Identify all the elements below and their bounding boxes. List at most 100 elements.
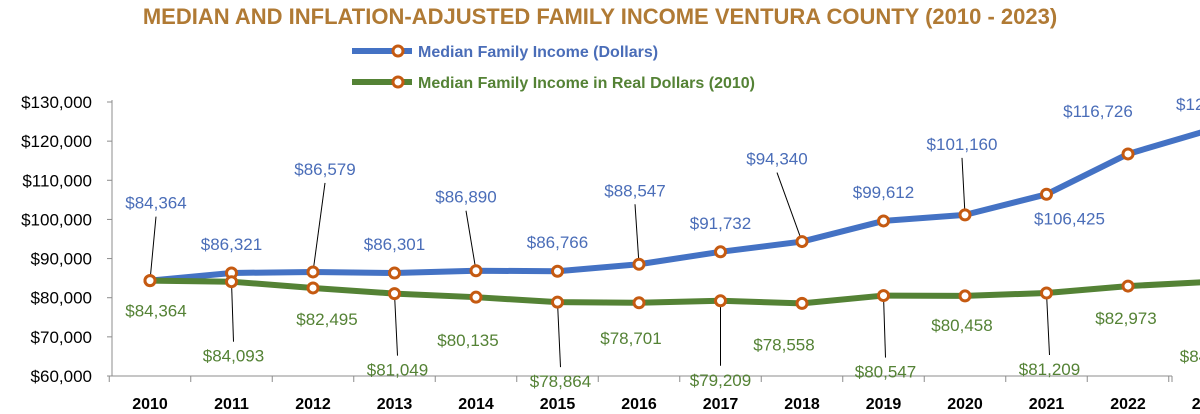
legend-label-real: Median Family Income in Real Dollars (20…	[418, 75, 755, 92]
data-label: $82,495	[296, 310, 357, 329]
data-label: $91,732	[690, 214, 751, 233]
data-label-leader	[961, 157, 966, 215]
data-label-leader	[231, 281, 234, 342]
x-tick-label: 2017	[703, 396, 739, 413]
x-tick-label: 2011	[214, 396, 249, 413]
data-point	[469, 264, 483, 278]
x-tick-label: 2021	[1029, 396, 1065, 413]
legend: Median Family Income (Dollars) Median Fa…	[352, 44, 755, 92]
x-tick-label: 2019	[866, 396, 902, 413]
y-axis: $60,000 $70,000 $80,000 $90,000 $100,000 $110…	[21, 93, 113, 386]
data-label: $84,093	[203, 347, 264, 366]
y-tick-label: $100,000	[21, 210, 92, 229]
data-point	[714, 245, 727, 259]
data-label: $82,973	[1095, 309, 1156, 328]
x-tick-label: 2015	[540, 396, 576, 413]
data-label: $86,579	[294, 160, 355, 179]
data-point	[714, 294, 727, 308]
data-point	[632, 296, 646, 310]
series-median-family-income-real: $84,364 $84,093 $82,495 $81,049 $80,135 $78,8…	[125, 274, 1200, 391]
data-label: $122,868	[1176, 95, 1200, 114]
series-line	[147, 129, 1200, 284]
y-tick-label: $70,000	[31, 328, 92, 347]
data-label-leader	[149, 216, 157, 281]
data-label-leader	[394, 293, 398, 356]
data-label-leader	[1046, 292, 1050, 356]
data-label-leader	[465, 210, 477, 271]
y-tick-label: $120,000	[21, 132, 92, 151]
series-line	[147, 277, 1200, 307]
data-point	[1040, 187, 1053, 201]
data-label: $84,030	[1180, 347, 1200, 366]
chart-title: MEDIAN AND INFLATION-ADJUSTED FAMILY INC…	[143, 4, 1057, 29]
data-point	[469, 290, 483, 304]
data-point	[958, 208, 972, 222]
data-label: $81,049	[367, 361, 428, 380]
data-point	[795, 235, 809, 249]
data-point	[877, 214, 890, 228]
series-median-family-income: $84,364 $86,321 $86,579 $86,301 $86,890 $86,7…	[125, 95, 1200, 288]
x-tick-label: 2013	[377, 396, 413, 413]
data-label-leader	[883, 295, 886, 358]
data-point	[551, 264, 564, 278]
data-point	[143, 274, 157, 288]
data-label-leader	[634, 204, 640, 265]
data-label: $86,301	[364, 235, 425, 254]
data-point	[877, 289, 890, 303]
x-tick-label: 2023	[1192, 396, 1200, 413]
x-tick-label: 2016	[621, 396, 657, 413]
y-tick-label: $80,000	[31, 289, 92, 308]
data-point	[551, 295, 564, 309]
data-label: $86,321	[201, 235, 262, 254]
data-point	[632, 257, 646, 271]
data-point	[795, 296, 809, 310]
data-label: $88,547	[604, 181, 665, 200]
y-tick-label: $110,000	[22, 171, 92, 190]
y-tick-label: $130,000	[21, 93, 92, 112]
data-label-leader	[776, 172, 803, 242]
data-label-leader	[557, 302, 561, 368]
data-label: $78,558	[753, 335, 814, 354]
data-label: $80,458	[931, 316, 992, 335]
legend-item-median: Median Family Income (Dollars)	[352, 44, 658, 61]
x-tick-label: 2012	[295, 396, 331, 413]
data-point	[1121, 147, 1135, 161]
legend-marker-real	[391, 75, 405, 89]
y-tick-label: $90,000	[31, 250, 92, 269]
data-label: $79,209	[690, 371, 751, 390]
x-tick-label: 2018	[784, 396, 820, 413]
data-point	[1040, 286, 1053, 300]
x-tick-label: 2010	[132, 396, 168, 413]
data-label: $78,701	[600, 329, 661, 348]
legend-item-real: Median Family Income in Real Dollars (20…	[352, 75, 755, 92]
data-label: $106,425	[1034, 209, 1105, 228]
data-label: $84,364	[125, 194, 186, 213]
data-label: $78,864	[530, 372, 591, 391]
data-label: $86,766	[527, 233, 588, 252]
legend-marker-median	[391, 44, 405, 58]
data-label: $80,547	[855, 363, 916, 382]
x-tick-label: 2014	[458, 396, 494, 413]
data-label: $80,135	[437, 331, 498, 350]
data-point	[388, 266, 401, 280]
x-axis: 2010 2011 2012 2013 2014 2015 2016 2017 2018 2019…	[108, 375, 1200, 413]
data-label: $81,209	[1019, 360, 1080, 379]
data-label: $116,726	[1063, 102, 1133, 121]
x-tick-label: 2020	[947, 396, 983, 413]
data-label-leader	[312, 182, 326, 273]
data-point	[306, 265, 320, 279]
data-point	[1121, 279, 1135, 293]
data-label: $86,890	[435, 188, 496, 207]
x-tick-label: 2022	[1110, 396, 1146, 413]
data-point	[225, 275, 238, 289]
data-label: $99,612	[853, 183, 914, 202]
data-label: $101,160	[927, 135, 998, 154]
data-label: $84,364	[125, 302, 186, 321]
y-tick-label: $60,000	[31, 367, 92, 386]
data-label: $94,340	[746, 150, 807, 169]
legend-label-median: Median Family Income (Dollars)	[418, 44, 658, 61]
data-point	[306, 281, 320, 295]
data-point	[958, 289, 972, 303]
data-point	[388, 287, 401, 301]
